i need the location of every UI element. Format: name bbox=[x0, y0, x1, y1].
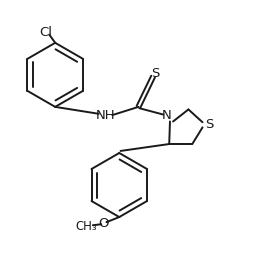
Text: S: S bbox=[205, 118, 214, 131]
Text: O: O bbox=[99, 217, 109, 230]
Text: Cl: Cl bbox=[40, 26, 53, 39]
Text: CH₃: CH₃ bbox=[75, 219, 97, 232]
Text: N: N bbox=[162, 109, 171, 122]
Text: NH: NH bbox=[95, 109, 115, 122]
Text: S: S bbox=[151, 67, 159, 80]
